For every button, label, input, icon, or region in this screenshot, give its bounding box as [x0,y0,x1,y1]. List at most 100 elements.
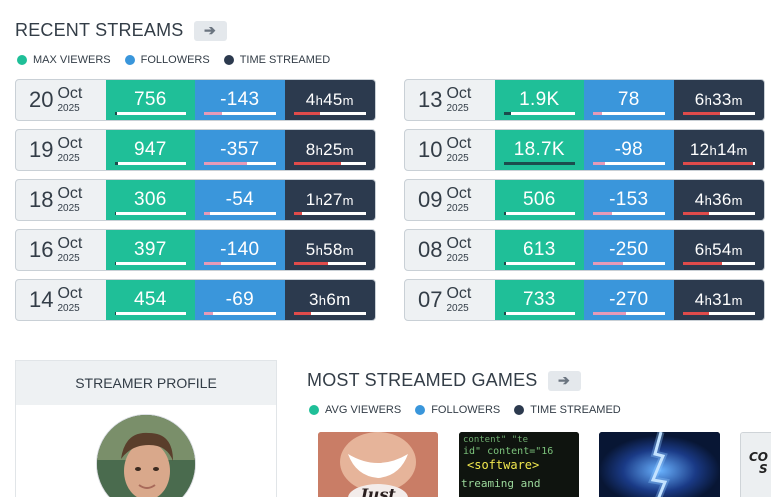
legend-label: FOLLOWERS [140,54,210,66]
max-viewers-bar-fill [503,212,506,215]
most-streamed-games-title: MOST STREAMED GAMES [307,370,538,390]
other-game-thumb-image: CO S [741,433,771,497]
stream-day: 19 [29,137,54,162]
legend-dot-icon [223,55,234,65]
time-streamed-cell: 3h6m [284,280,375,320]
max-viewers-value: 756 [134,89,167,110]
time-hours-unit: h [315,243,324,258]
time-streamed-value: 8h25m [306,140,354,160]
time-minutes-unit: m [731,93,743,108]
max-viewers-cell: 1.9K [494,80,585,120]
followers-bar [204,312,276,315]
time-streamed-bar-fill [682,162,753,165]
thumb-code-line: content" "te [463,435,528,445]
stream-month-year: Oct 2025 [57,286,82,314]
stream-day: 14 [29,287,54,312]
max-viewers-value: 454 [134,289,167,310]
software-thumb-image: content" "te id" content="16 <software> … [459,432,579,497]
followers-value: -140 [220,239,260,260]
max-viewers-bar [114,312,187,315]
stream-year: 2025 [57,103,80,114]
time-hours-unit: h [315,143,324,158]
legend-followers: FOLLOWERS [415,404,500,416]
stream-row[interactable]: 18 Oct 2025 306 -54 1h27m [15,179,376,221]
time-streamed-bar [682,162,756,165]
stream-month: Oct [57,235,83,252]
stream-date: 19 Oct 2025 [16,130,106,170]
stream-day: 09 [418,187,443,212]
followers-cell: -153 [584,180,674,220]
max-viewers-cell: 454 [105,280,196,320]
game-thumb-other[interactable]: CO S [740,432,771,497]
max-viewers-bar-fill [114,112,118,115]
stream-row[interactable]: 14 Oct 2025 454 -69 3h6m [15,279,376,321]
followers-cell: -357 [195,130,285,170]
followers-value: 78 [617,89,640,110]
time-hours: 5 [305,240,316,259]
time-streamed-value: 6h54m [695,240,743,260]
time-streamed-bar-fill [682,212,710,215]
max-viewers-bar [503,162,576,165]
time-streamed-bar [682,212,756,215]
max-viewers-bar [503,112,576,115]
game-thumb-just-chatting[interactable]: Just [318,432,438,497]
stream-row[interactable]: 08 Oct 2025 613 -250 6h54m [404,229,765,271]
stream-row[interactable]: 10 Oct 2025 18.7K -98 12h14m [404,129,765,171]
followers-value: -143 [220,89,260,110]
stream-row[interactable]: 09 Oct 2025 506 -153 4h36m [404,179,765,221]
time-minutes: 54 [712,240,732,259]
avatar[interactable] [96,414,196,497]
max-viewers-value: 18.7K [513,139,565,160]
arrow-right-icon[interactable]: ➔ [193,20,227,41]
legend-followers: FOLLOWERS [124,54,210,66]
stream-row[interactable]: 20 Oct 2025 756 -143 4h45m [15,79,376,121]
stream-date: 20 Oct 2025 [16,80,106,120]
stream-month: Oct [57,135,83,152]
followers-cell: -54 [195,180,285,220]
max-viewers-cell: 756 [105,80,196,120]
time-minutes-unit: m [731,243,743,258]
stream-year: 2025 [446,153,469,164]
time-minutes: 14 [716,140,737,159]
time-minutes: 58 [323,240,343,259]
stream-row[interactable]: 19 Oct 2025 947 -357 8h25m [15,129,376,171]
stream-month-year: Oct 2025 [446,186,471,214]
legend-max-viewers: MAX VIEWERS [17,54,111,66]
legend-label: TIME STREAMED [530,404,621,416]
stream-year: 2025 [57,303,80,314]
followers-bar-fill [593,312,626,315]
stream-year: 2025 [57,253,80,264]
stream-month-year: Oct 2025 [57,236,82,264]
legend-label: FOLLOWERS [431,404,501,416]
followers-bar-fill [204,162,247,165]
followers-bar [204,212,276,215]
stream-row[interactable]: 16 Oct 2025 397 -140 5h58m [15,229,376,271]
max-viewers-cell: 947 [105,130,196,170]
stream-row[interactable]: 07 Oct 2025 733 -270 4h31m [404,279,765,321]
stream-month-year: Oct 2025 [446,86,471,114]
followers-bar-fill [204,112,222,115]
max-viewers-bar [114,162,187,165]
stream-day: 10 [418,137,443,162]
followers-value: -153 [609,189,649,210]
max-viewers-cell: 306 [105,180,196,220]
time-streamed-bar [682,112,756,115]
thumb-text: S [759,462,768,476]
stream-month-year: Oct 2025 [446,286,471,314]
time-minutes: 33 [712,90,732,109]
max-viewers-bar-fill [503,112,511,115]
arrow-right-icon[interactable]: ➔ [547,370,581,391]
followers-bar-fill [204,312,213,315]
time-streamed-bar-fill [293,162,342,165]
time-streamed-cell: 12h14m [673,130,764,170]
stream-row[interactable]: 13 Oct 2025 1.9K 78 6h33m [404,79,765,121]
time-minutes-unit: m [731,293,743,308]
game-thumb-software[interactable]: content" "te id" content="16 <software> … [459,432,579,497]
stream-date: 13 Oct 2025 [405,80,495,120]
followers-cell: -140 [195,230,285,270]
stream-day: 16 [29,237,54,262]
game-thumb-lightning[interactable] [599,432,720,497]
thumb-code-line: <software> [467,458,539,472]
stream-date: 10 Oct 2025 [405,130,495,170]
followers-bar [593,262,665,265]
